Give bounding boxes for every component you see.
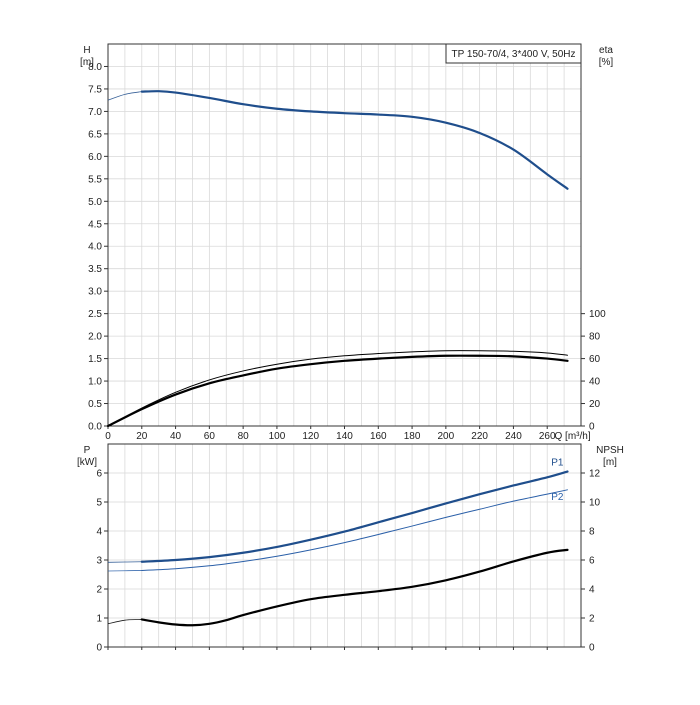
series-line-extrapolated xyxy=(107,91,142,101)
y-right-tick-label: 4 xyxy=(589,585,595,596)
y-left-tick-label: 1.0 xyxy=(88,377,102,388)
series-line xyxy=(107,350,568,427)
y-left-tick-label: 5.5 xyxy=(88,174,102,185)
y-right-axis-title: eta xyxy=(599,45,613,56)
series-2-1 xyxy=(107,489,568,572)
y-left-tick-label: 4.5 xyxy=(88,219,102,230)
y-left-tick-label: 1 xyxy=(96,614,102,625)
series-line-extrapolated xyxy=(107,561,142,563)
y-left-tick-label: 3 xyxy=(96,556,102,567)
series-2-0 xyxy=(107,470,569,563)
y-left-tick-label: 0.5 xyxy=(88,399,102,410)
y-right-axis-unit: [m] xyxy=(603,457,617,468)
series-label-p1: P1 xyxy=(551,458,564,469)
x-tick-label: 140 xyxy=(336,431,353,442)
series-line xyxy=(140,548,569,627)
series-line xyxy=(106,354,569,428)
y-left-tick-label: 4 xyxy=(96,527,102,538)
y-left-tick-label: 5 xyxy=(96,498,102,509)
title-frame xyxy=(445,43,582,64)
x-tick-label: 260 xyxy=(539,431,556,442)
y-left-tick-label: 2.0 xyxy=(88,332,102,343)
y-right-tick-label: 60 xyxy=(589,354,601,365)
x-tick-label: 200 xyxy=(438,431,455,442)
x-tick-label: 220 xyxy=(471,431,488,442)
y-right-tick-label: 0 xyxy=(589,643,595,654)
y-left-axis-unit: [kW] xyxy=(77,457,97,468)
y-right-axis-unit: [%] xyxy=(599,57,614,68)
series-2-2 xyxy=(107,548,569,627)
y-left-tick-label: 4.0 xyxy=(88,242,102,253)
x-tick-label: 100 xyxy=(269,431,286,442)
y-right-tick-label: 20 xyxy=(589,399,601,410)
y-right-tick-label: 10 xyxy=(589,498,601,509)
y-left-tick-label: 0 xyxy=(96,643,102,654)
y-left-tick-label: 1.5 xyxy=(88,354,102,365)
x-tick-label: 160 xyxy=(370,431,387,442)
y-right-tick-label: 0 xyxy=(589,422,595,433)
series-line-extrapolated xyxy=(107,619,142,625)
y-left-tick-label: 7.0 xyxy=(88,107,102,118)
x-tick-label: 240 xyxy=(505,431,522,442)
y-left-tick-label: 7.5 xyxy=(88,84,102,95)
y-left-tick-label: 6.0 xyxy=(88,152,102,163)
x-tick-label: 40 xyxy=(170,431,182,442)
y-left-tick-label: 5.0 xyxy=(88,197,102,208)
y-right-tick-label: 40 xyxy=(589,377,601,388)
y-right-tick-label: 2 xyxy=(589,614,595,625)
y-left-axis-title: H xyxy=(83,45,90,56)
y-right-tick-label: 6 xyxy=(589,556,595,567)
y-left-tick-label: 3.0 xyxy=(88,287,102,298)
y-left-tick-label: 3.5 xyxy=(88,264,102,275)
y-right-axis-title: NPSH xyxy=(596,445,624,456)
series-line xyxy=(140,90,569,190)
x-tick-label: 0 xyxy=(105,431,111,442)
series-line xyxy=(141,489,568,571)
y-left-axis-unit: [m] xyxy=(80,57,94,68)
chart-title: TP 150-70/4, 3*400 V, 50Hz xyxy=(452,49,576,60)
plot-area-2 xyxy=(107,443,582,648)
series-1-0 xyxy=(107,90,569,190)
series-1-2 xyxy=(107,350,568,427)
plot-area-1 xyxy=(107,43,582,427)
series-1-1 xyxy=(106,354,569,428)
x-tick-label: 20 xyxy=(136,431,148,442)
y-left-tick-label: 6 xyxy=(96,469,102,480)
y-left-tick-label: 8.0 xyxy=(88,62,102,73)
y-right-tick-label: 100 xyxy=(589,309,606,320)
y-left-tick-label: 6.5 xyxy=(88,129,102,140)
chart-title-box: TP 150-70/4, 3*400 V, 50Hz xyxy=(445,43,582,64)
y-left-tick-label: 2 xyxy=(96,585,102,596)
x-tick-label: 80 xyxy=(238,431,250,442)
y-right-tick-label: 80 xyxy=(589,332,601,343)
series-line-extrapolated xyxy=(107,570,142,572)
y-left-tick-label: 2.5 xyxy=(88,309,102,320)
x-axis-label: Q [m³/h] xyxy=(554,431,590,442)
y-left-axis-title: P xyxy=(84,445,91,456)
x-tick-label: 180 xyxy=(404,431,421,442)
y-right-tick-label: 8 xyxy=(589,527,595,538)
x-tick-label: 120 xyxy=(302,431,319,442)
y-left-tick-label: 0.0 xyxy=(88,422,102,433)
series-line xyxy=(140,470,569,563)
series-label-p2: P2 xyxy=(551,492,564,503)
y-right-tick-label: 12 xyxy=(589,469,601,480)
x-tick-label: 60 xyxy=(204,431,216,442)
